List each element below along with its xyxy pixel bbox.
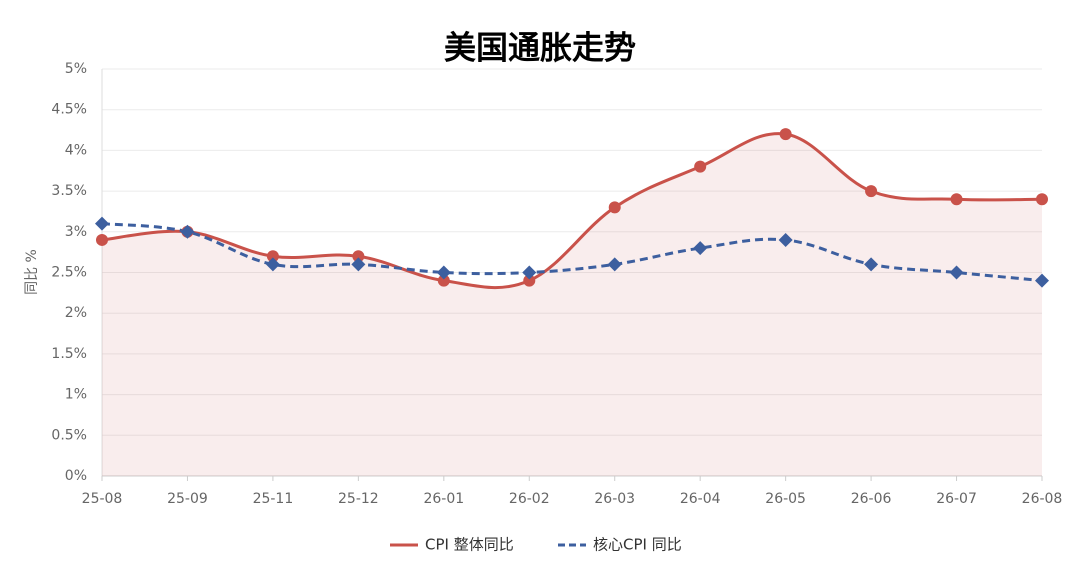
y-tick-label: 2% (65, 305, 87, 321)
y-tick-label: 3.5% (51, 183, 87, 199)
y-axis-label: 同比 % (24, 249, 40, 295)
point (864, 257, 879, 272)
point (694, 160, 707, 173)
point (351, 257, 366, 272)
point (436, 265, 451, 280)
point (95, 216, 109, 231)
point (949, 265, 964, 280)
point (865, 185, 878, 198)
point (265, 257, 280, 272)
point (266, 250, 279, 263)
x-tick-label: 25-11 (253, 491, 294, 507)
y-tick-label: 3% (65, 224, 87, 240)
point (437, 274, 450, 287)
x-tick-label: 25-08 (82, 491, 123, 507)
point (523, 274, 536, 287)
legend-label: CPI 整体同比 (425, 536, 514, 554)
point (96, 233, 108, 246)
legend-label: 核心CPI 同比 (593, 536, 682, 554)
point (608, 201, 621, 214)
y-tick-label: 5% (65, 61, 87, 77)
x-tick-label: 26-07 (936, 491, 977, 507)
x-tick-label: 26-04 (680, 491, 721, 507)
point (180, 224, 195, 239)
x-tick-label: 26-01 (423, 491, 464, 507)
area-fill (102, 133, 1042, 477)
point (778, 232, 793, 247)
x-tick-label: 25-12 (338, 491, 379, 507)
x-tick-label: 26-06 (851, 491, 892, 507)
point (950, 193, 963, 206)
y-tick-label: 4% (65, 142, 87, 158)
point (522, 265, 537, 280)
y-tick-label: 0% (65, 468, 87, 484)
x-tick-label: 26-05 (765, 491, 806, 507)
y-tick-label: 2.5% (51, 265, 87, 281)
x-tick-label: 25-09 (167, 491, 208, 507)
y-tick-label: 1% (65, 387, 87, 403)
point (1035, 273, 1049, 288)
chart-title: 美国通胀走势 (444, 29, 636, 67)
point (693, 241, 708, 256)
y-tick-label: 1.5% (51, 346, 87, 362)
point (1036, 193, 1048, 206)
y-tick-label: 0.5% (51, 427, 87, 443)
point (779, 128, 792, 141)
x-tick-label: 26-02 (509, 491, 550, 507)
x-tick-label: 26-08 (1022, 491, 1063, 507)
point (352, 250, 365, 263)
x-tick-label: 26-03 (594, 491, 635, 507)
series-line (101, 132, 1043, 290)
y-tick-label: 4.5% (51, 102, 87, 118)
point (607, 257, 622, 272)
